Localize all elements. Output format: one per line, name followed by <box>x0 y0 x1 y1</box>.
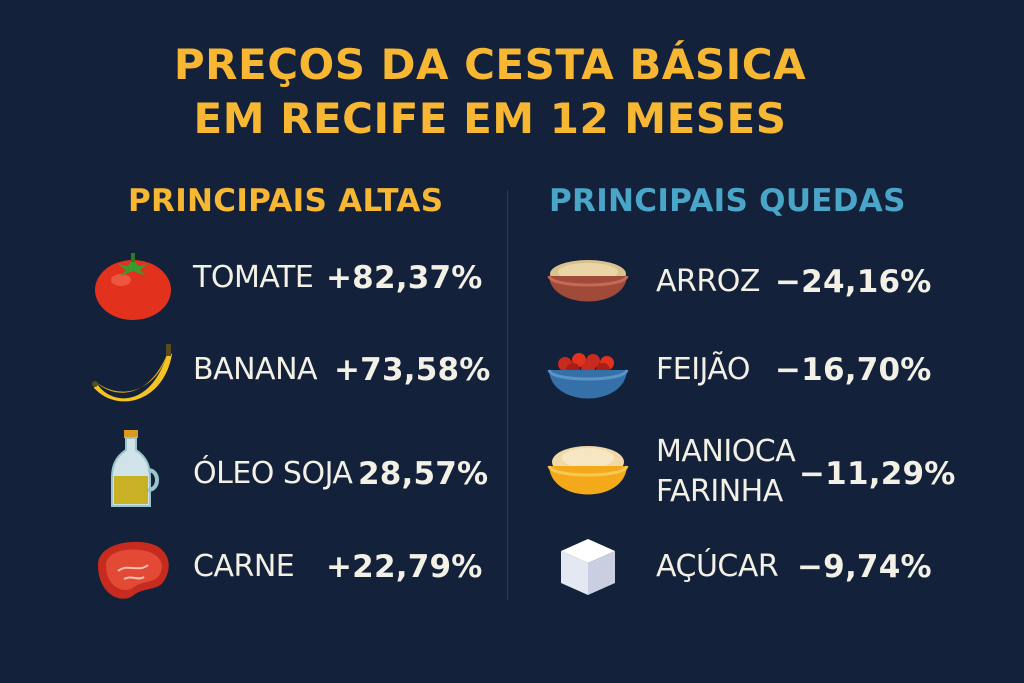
item-name-line-2: FARINHA <box>656 474 783 509</box>
item-name: AÇÚCAR <box>656 549 779 584</box>
title-line-1: PREÇOS DA CESTA BÁSICA <box>173 40 807 89</box>
quedas-heading: PRINCIPAIS QUEDAS <box>549 183 906 219</box>
item-name: ÓLEO SOJA <box>193 456 353 491</box>
tomato-icon <box>88 240 178 330</box>
steak-icon <box>88 525 178 615</box>
item-name-line-1: MANIOCA <box>656 434 796 469</box>
item-name: TOMATE <box>193 260 314 295</box>
item-value: +73,58% <box>334 352 491 388</box>
item-value: −24,16% <box>775 264 932 300</box>
list-item-banana: BANANA +73,58% <box>88 332 508 422</box>
item-name: ARROZ <box>656 264 760 299</box>
title-line-2: EM RECIFE EM 12 MESES <box>193 94 787 143</box>
item-value: +82,37% <box>326 260 483 296</box>
list-item-feijao: FEIJÃO −16,70% <box>543 332 1003 422</box>
item-value: +22,79% <box>326 549 483 585</box>
list-item-carne: CARNE +22,79% <box>88 525 508 615</box>
item-name: BANANA <box>193 352 318 387</box>
beans-bowl-icon <box>543 332 633 422</box>
item-name: FEIJÃO <box>656 352 751 387</box>
item-name: MANIOCA FARINHA <box>656 432 796 512</box>
flour-bowl-icon <box>543 428 633 518</box>
banana-icon <box>88 332 178 422</box>
rice-bowl-icon <box>543 240 633 330</box>
list-item-oleo-soja: ÓLEO SOJA 28,57% <box>88 428 508 518</box>
list-item-acucar: AÇÚCAR −9,74% <box>543 525 1003 615</box>
item-value: 28,57% <box>358 456 489 492</box>
item-value: −16,70% <box>775 352 932 388</box>
page-title: PREÇOS DA CESTA BÁSICA EM RECIFE EM 12 M… <box>0 38 980 146</box>
list-item-manioca-farinha: MANIOCA FARINHA −11,29% <box>543 428 1003 518</box>
list-item-tomate: TOMATE +82,37% <box>88 240 508 330</box>
list-item-arroz: ARROZ −24,16% <box>543 240 1003 330</box>
sugar-cube-icon <box>543 525 633 615</box>
item-value: −11,29% <box>799 456 956 492</box>
oil-bottle-icon <box>88 428 178 518</box>
item-value: −9,74% <box>797 549 932 585</box>
column-divider <box>507 190 508 600</box>
item-name: CARNE <box>193 549 295 584</box>
altas-heading: PRINCIPAIS ALTAS <box>128 183 444 219</box>
